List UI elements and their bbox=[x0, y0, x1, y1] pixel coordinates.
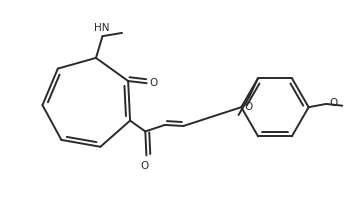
Text: HN: HN bbox=[94, 23, 109, 33]
Text: O: O bbox=[149, 78, 158, 88]
Text: O: O bbox=[140, 161, 149, 171]
Text: O: O bbox=[244, 102, 252, 112]
Text: O: O bbox=[329, 98, 338, 108]
